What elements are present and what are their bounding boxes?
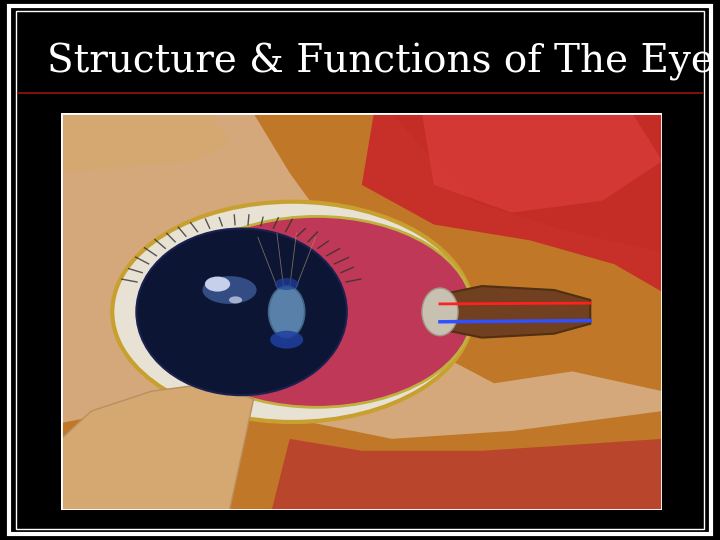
Ellipse shape <box>205 276 230 292</box>
Text: Conjunctiva: Conjunctiva <box>163 446 251 459</box>
Polygon shape <box>271 439 662 510</box>
Polygon shape <box>61 113 230 173</box>
Polygon shape <box>392 113 662 252</box>
Text: Lens: Lens <box>133 305 168 319</box>
Text: Retina: Retina <box>541 446 590 459</box>
Text: Optic nerve: Optic nerve <box>492 218 578 231</box>
Polygon shape <box>253 113 662 391</box>
FancyBboxPatch shape <box>61 113 662 510</box>
Polygon shape <box>422 113 662 213</box>
Polygon shape <box>61 391 662 510</box>
Text: Macula: Macula <box>537 305 590 319</box>
Ellipse shape <box>202 276 256 304</box>
Ellipse shape <box>270 330 303 348</box>
Text: Structure & Functions of The Eye: Structure & Functions of The Eye <box>47 43 714 81</box>
Ellipse shape <box>229 296 242 303</box>
Ellipse shape <box>269 286 305 338</box>
Text: Iris: Iris <box>133 367 158 380</box>
Ellipse shape <box>161 217 473 407</box>
Polygon shape <box>434 286 590 338</box>
Text: Cornea: Cornea <box>140 218 192 231</box>
Ellipse shape <box>136 228 347 395</box>
Ellipse shape <box>112 202 473 422</box>
Polygon shape <box>61 383 253 510</box>
Ellipse shape <box>274 278 299 290</box>
Polygon shape <box>361 113 662 292</box>
Ellipse shape <box>422 288 458 336</box>
